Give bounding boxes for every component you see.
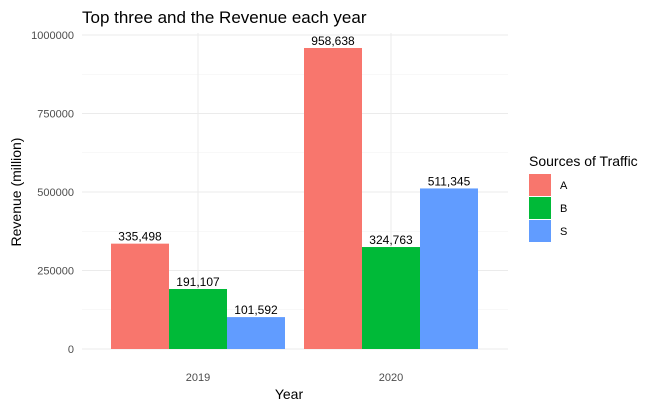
y-axis-ticks: 0 250000 500000 750000 1000000 bbox=[31, 30, 74, 356]
y-tick-label: 500000 bbox=[37, 187, 74, 199]
x-axis-ticks: 2019 2020 bbox=[186, 372, 403, 384]
data-label: 101,592 bbox=[234, 303, 278, 317]
legend-label: S bbox=[560, 226, 567, 238]
x-axis-title: Year bbox=[275, 386, 304, 402]
bar bbox=[420, 188, 478, 349]
legend-key bbox=[529, 174, 551, 196]
y-axis-title: Revenue (million) bbox=[8, 138, 24, 247]
y-tick-label: 750000 bbox=[37, 109, 74, 121]
data-label: 324,763 bbox=[369, 233, 413, 247]
y-tick-label: 1000000 bbox=[31, 30, 74, 42]
y-tick-label: 250000 bbox=[37, 266, 74, 278]
bars bbox=[111, 47, 478, 349]
legend-key bbox=[529, 197, 551, 219]
x-tick-label: 2020 bbox=[379, 372, 403, 384]
y-tick-label: 0 bbox=[68, 344, 74, 356]
x-tick-label: 2019 bbox=[186, 372, 210, 384]
bar bbox=[111, 243, 169, 349]
bar bbox=[304, 47, 362, 349]
data-label: 191,107 bbox=[176, 275, 220, 289]
data-label: 335,498 bbox=[118, 230, 162, 244]
data-labels: 335,498 191,107 101,592 958,638 324,763 511,3… bbox=[118, 34, 470, 317]
bar bbox=[227, 317, 285, 349]
legend-title: Sources of Traffic bbox=[529, 153, 638, 169]
legend-key bbox=[529, 220, 551, 242]
chart-title: Top three and the Revenue each year bbox=[82, 8, 367, 27]
legend: Sources of Traffic ABS bbox=[529, 153, 638, 242]
bar bbox=[362, 247, 420, 349]
data-label: 511,345 bbox=[428, 174, 471, 188]
legend-label: A bbox=[560, 180, 568, 192]
bar bbox=[169, 288, 227, 349]
legend-label: B bbox=[560, 203, 567, 215]
data-label: 958,638 bbox=[311, 34, 355, 48]
